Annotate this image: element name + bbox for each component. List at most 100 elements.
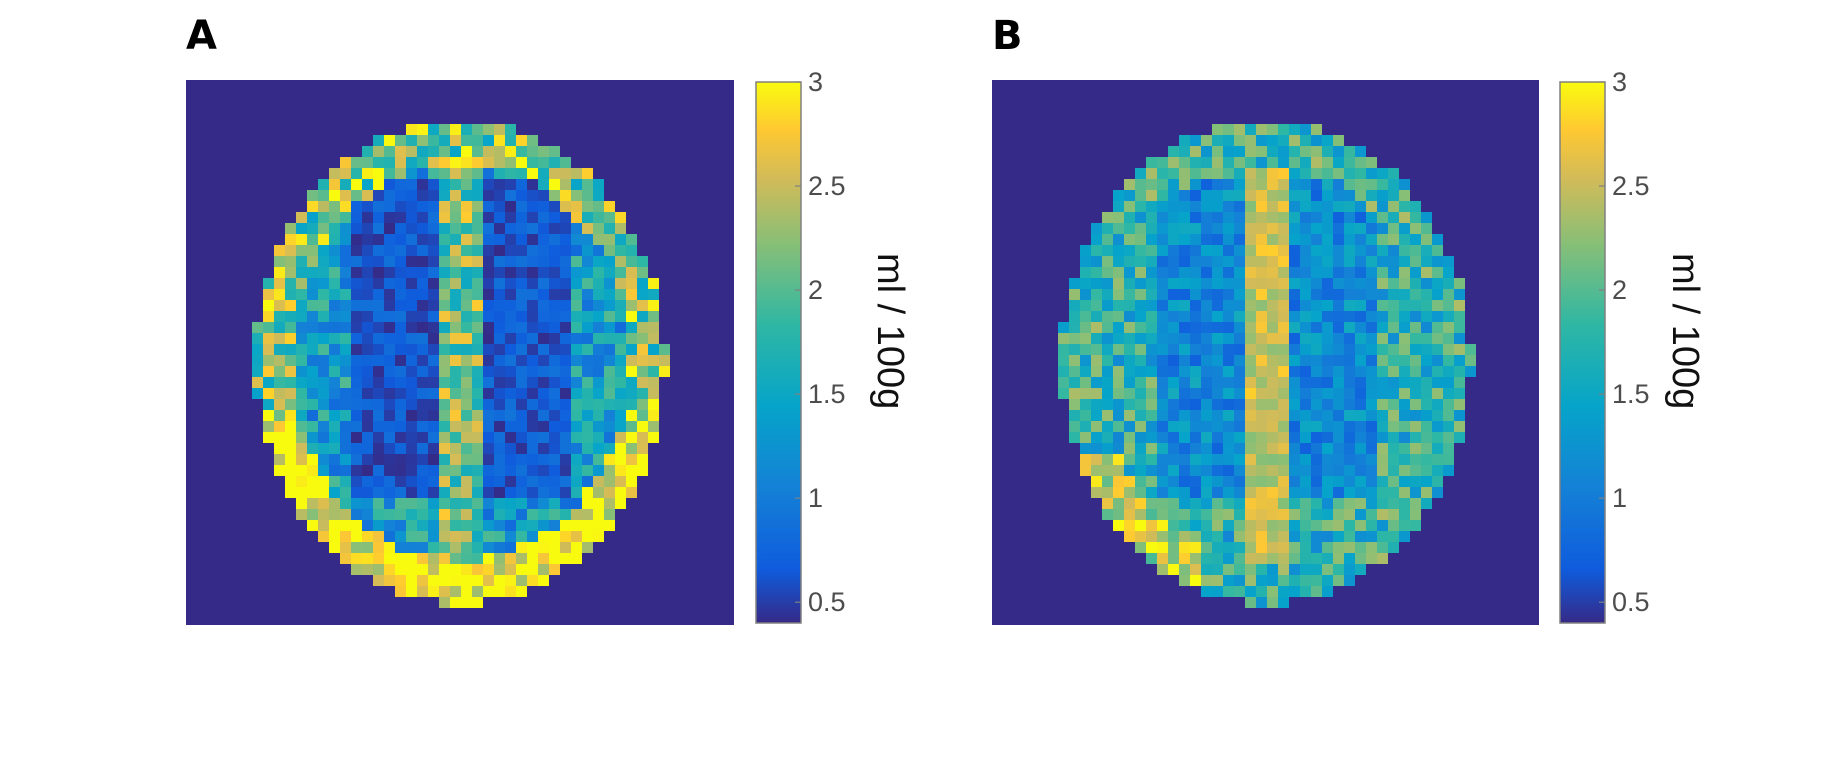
heatmap-cell	[1146, 388, 1157, 399]
heatmap-cell	[1201, 520, 1212, 531]
heatmap-cell	[428, 300, 439, 311]
heatmap-cell	[307, 476, 318, 487]
heatmap-cell	[527, 157, 538, 168]
heatmap-cell	[1157, 421, 1168, 432]
heatmap-cell	[1102, 300, 1113, 311]
heatmap-cell	[1102, 366, 1113, 377]
heatmap-cell	[417, 410, 428, 421]
heatmap-cell	[406, 377, 417, 388]
heatmap-cell	[1135, 377, 1146, 388]
heatmap-cell	[1190, 311, 1201, 322]
heatmap-cell	[494, 190, 505, 201]
heatmap-cell	[1179, 256, 1190, 267]
heatmap-cell	[1146, 498, 1157, 509]
heatmap-cell	[1113, 322, 1124, 333]
heatmap-cell	[1355, 520, 1366, 531]
heatmap-cell	[1102, 322, 1113, 333]
heatmap-cell	[1201, 498, 1212, 509]
heatmap-cell	[1289, 223, 1300, 234]
heatmap-cell	[307, 421, 318, 432]
heatmap-cell	[1333, 399, 1344, 410]
heatmap-cell	[1366, 223, 1377, 234]
heatmap-cell	[472, 377, 483, 388]
heatmap-cell	[516, 355, 527, 366]
heatmap-cell	[1245, 564, 1256, 575]
heatmap-cell	[1410, 377, 1421, 388]
heatmap-cell	[1157, 377, 1168, 388]
heatmap-cell	[582, 465, 593, 476]
heatmap-cell	[626, 333, 637, 344]
colorbar-tick-label: 2.5	[1612, 171, 1650, 201]
heatmap-cell	[1102, 289, 1113, 300]
heatmap-cell	[637, 278, 648, 289]
heatmap-cell	[406, 465, 417, 476]
heatmap-cell	[505, 311, 516, 322]
heatmap-cell	[1234, 256, 1245, 267]
heatmap-cell	[1256, 190, 1267, 201]
heatmap-cell	[351, 157, 362, 168]
heatmap-cell	[406, 157, 417, 168]
heatmap-cell	[1234, 388, 1245, 399]
heatmap-cell	[406, 124, 417, 135]
heatmap-cell	[329, 520, 340, 531]
heatmap-cell	[1344, 399, 1355, 410]
heatmap-cell	[1300, 542, 1311, 553]
heatmap-cell	[461, 564, 472, 575]
heatmap-cell	[483, 553, 494, 564]
heatmap-cell	[516, 487, 527, 498]
heatmap-cell	[505, 267, 516, 278]
heatmap-cell	[1399, 212, 1410, 223]
heatmap-cell	[1157, 553, 1168, 564]
heatmap-cell	[1289, 553, 1300, 564]
heatmap-cell	[1146, 190, 1157, 201]
heatmap-cell	[395, 289, 406, 300]
heatmap-cell	[1278, 355, 1289, 366]
heatmap-cell	[505, 300, 516, 311]
heatmap-cell	[1212, 399, 1223, 410]
heatmap-cell	[296, 410, 307, 421]
heatmap-cell	[1245, 311, 1256, 322]
heatmap-cell	[1311, 289, 1322, 300]
heatmap-cell	[439, 410, 450, 421]
heatmap-cell	[483, 124, 494, 135]
heatmap-cell	[1113, 421, 1124, 432]
heatmap-cell	[1157, 388, 1168, 399]
heatmap-cell	[549, 542, 560, 553]
heatmap-cell	[472, 333, 483, 344]
heatmap-cell	[1267, 190, 1278, 201]
heatmap-cell	[1157, 278, 1168, 289]
heatmap-cell	[417, 157, 428, 168]
heatmap-cell	[1157, 465, 1168, 476]
heatmap-cell	[362, 234, 373, 245]
heatmap-cell	[1311, 135, 1322, 146]
heatmap-cell	[1256, 201, 1267, 212]
heatmap-cell	[285, 344, 296, 355]
heatmap-cell	[582, 300, 593, 311]
heatmap-cell	[1201, 542, 1212, 553]
heatmap-cell	[483, 322, 494, 333]
heatmap-cell	[285, 465, 296, 476]
heatmap-cell	[406, 278, 417, 289]
heatmap-cell	[1223, 443, 1234, 454]
heatmap-cell	[1410, 366, 1421, 377]
heatmap-cell	[1212, 168, 1223, 179]
heatmap-cell	[1399, 333, 1410, 344]
heatmap-cell	[648, 289, 659, 300]
heatmap-cell	[571, 454, 582, 465]
heatmap-cell	[1212, 179, 1223, 190]
heatmap-cell	[648, 377, 659, 388]
heatmap-cell	[1355, 190, 1366, 201]
heatmap-cell	[1377, 509, 1388, 520]
heatmap-cell	[439, 564, 450, 575]
heatmap-cell	[483, 355, 494, 366]
heatmap-cell	[549, 190, 560, 201]
heatmap-cell	[362, 212, 373, 223]
heatmap-cell	[1388, 454, 1399, 465]
heatmap-cell	[637, 410, 648, 421]
heatmap-cell	[1201, 256, 1212, 267]
heatmap-cell	[527, 201, 538, 212]
heatmap-cell	[373, 553, 384, 564]
heatmap-cell	[1432, 322, 1443, 333]
heatmap-cell	[549, 267, 560, 278]
